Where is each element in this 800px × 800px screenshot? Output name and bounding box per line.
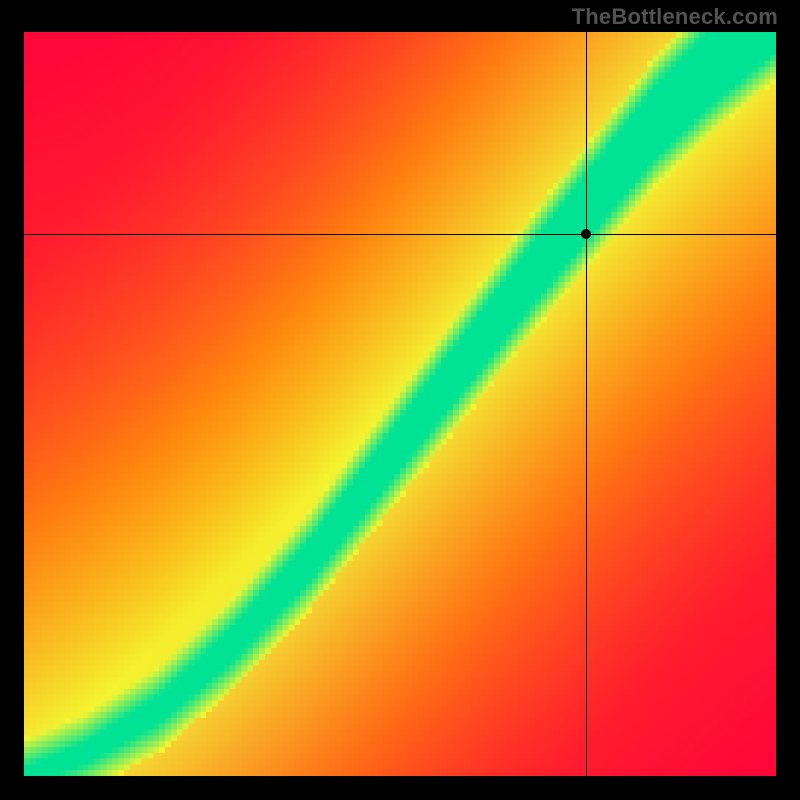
- watermark-text: TheBottleneck.com: [572, 4, 778, 30]
- heatmap-canvas: [24, 32, 776, 776]
- chart-frame: TheBottleneck.com: [0, 0, 800, 800]
- crosshair-horizontal: [24, 234, 776, 235]
- crosshair-marker: [581, 229, 591, 239]
- crosshair-vertical: [586, 32, 587, 776]
- plot-area: [24, 32, 776, 776]
